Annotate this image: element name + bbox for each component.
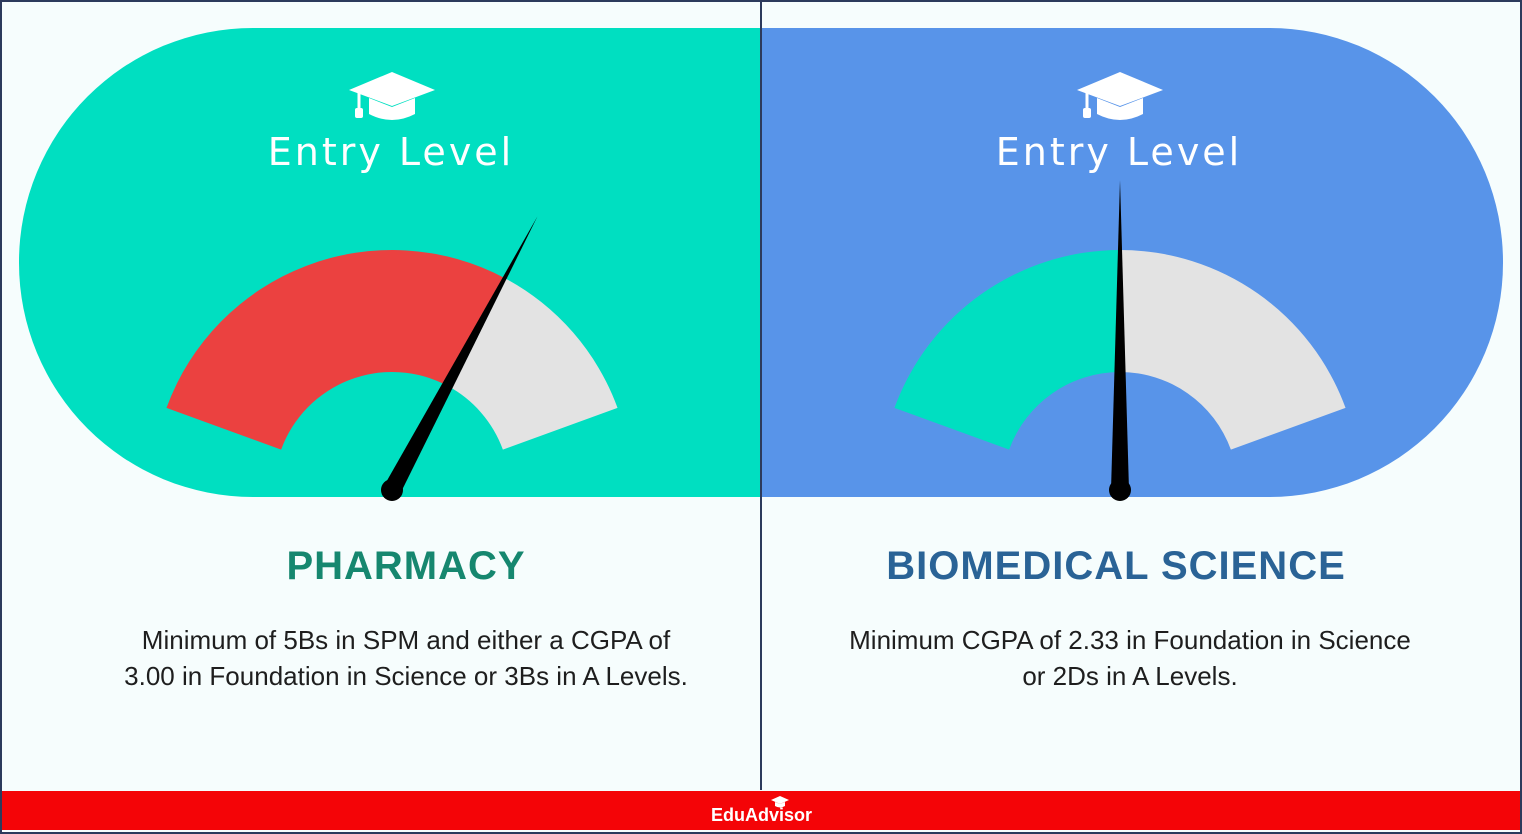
biomedical-requirements-line-1: Minimum CGPA of 2.33 in Foundation in Sc… xyxy=(849,625,1411,655)
center-divider xyxy=(760,2,762,790)
gauge-needle-hub xyxy=(1109,479,1131,501)
gauge-fill-arc xyxy=(894,250,1120,450)
biomedical-entry-level-heading: Entry Level xyxy=(995,130,1243,174)
gauge-needle xyxy=(1111,180,1129,490)
gauge-fill-arc xyxy=(166,249,505,450)
pharmacy-requirements-line-1: Minimum of 5Bs in SPM and either a CGPA … xyxy=(141,625,671,655)
gauge-needle-hub xyxy=(381,479,403,501)
pharmacy-requirements: Minimum of 5Bs in SPM and either a CGPA … xyxy=(46,622,766,694)
footer-bar xyxy=(2,791,1520,830)
gauge-needle xyxy=(384,216,538,495)
pharmacy-entry-level-heading: Entry Level xyxy=(267,130,515,174)
logo-graduation-cap-icon xyxy=(771,796,789,808)
biomedical-requirements-line-2: or 2Ds in A Levels. xyxy=(1022,661,1238,691)
biomedical-entry-gauge xyxy=(894,180,1346,501)
biomedical-science-title: BIOMEDICAL SCIENCE xyxy=(886,544,1346,588)
pharmacy-entry-gauge xyxy=(166,216,618,501)
pharmacy-requirements-line-2: 3.00 in Foundation in Science or 3Bs in … xyxy=(124,661,688,691)
gauge-remaining-arc xyxy=(1120,250,1346,450)
eduadvisor-logo: EduAdvisor xyxy=(711,805,813,825)
graduation-cap-icon xyxy=(1077,72,1163,120)
biomedical-requirements: Minimum CGPA of 2.33 in Foundation in Sc… xyxy=(770,622,1490,694)
pharmacy-title: PHARMACY xyxy=(286,544,526,588)
gauge-remaining-arc xyxy=(447,278,618,450)
graduation-cap-icon xyxy=(349,72,435,120)
